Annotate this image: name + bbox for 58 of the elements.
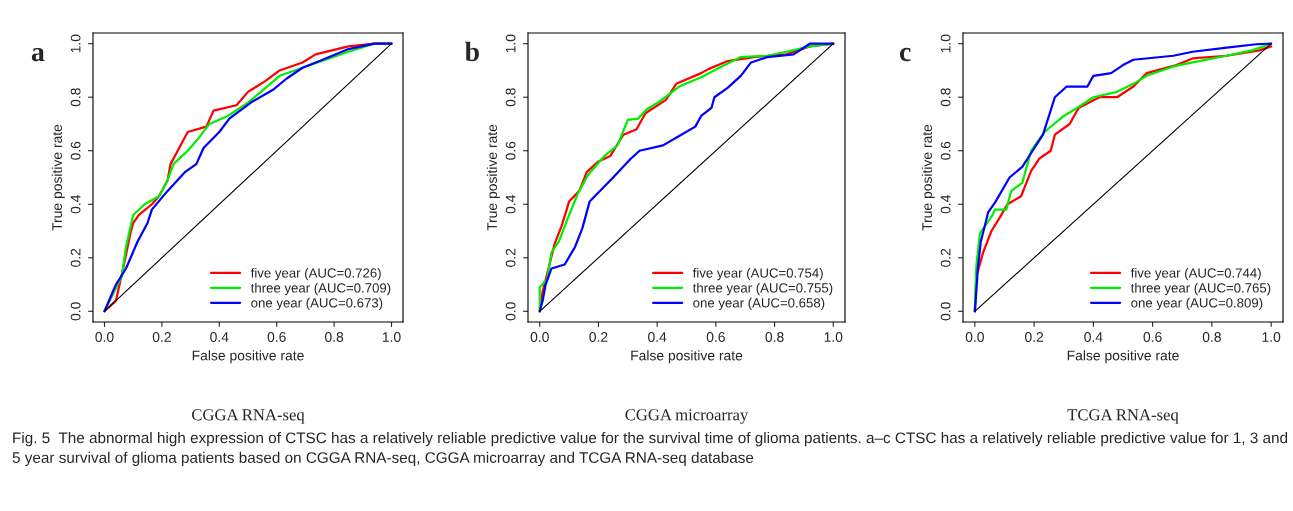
x-axis-title: False positive rate (631, 350, 743, 364)
legend-label: one year (AUC=0.809) (1131, 297, 1263, 311)
x-tick-label: 0.8 (765, 332, 784, 342)
y-tick-label: 0.4 (70, 195, 81, 214)
legend-label: three year (AUC=0.765) (1130, 282, 1271, 296)
x-tick-label: 1.0 (1262, 332, 1281, 342)
y-tick-label: 0.2 (505, 248, 516, 267)
caption: Fig. 5 The abnormal high expression of CTSC has a relatively reliable predictive value for the survival time of glioma patients. a–c CTSC has a relatively reliable predictive value for 1, 3 and 5 year survival of glioma patients based on CGGA RNA-seq, CGGA microarray and TCGA RNA-seq database (12, 432, 1288, 467)
legend-label: three year (AUC=0.755) (692, 282, 833, 296)
y-tick-label: 0.6 (940, 141, 951, 160)
x-tick-label: 0.8 (1202, 332, 1221, 342)
x-tick-label: 0.4 (1084, 332, 1103, 342)
y-tick-label: 1.0 (70, 34, 81, 53)
y-tick-label: 0.8 (505, 88, 516, 107)
y-tick-label: 0.2 (940, 248, 951, 267)
y-tick-label: 0.0 (70, 302, 81, 321)
x-tick-label: 0.6 (267, 332, 286, 342)
y-tick-label: 0.8 (940, 88, 951, 107)
x-tick-label: 0.0 (530, 332, 549, 342)
x-tick-label: 1.0 (824, 332, 843, 342)
legend-label: five year (AUC=0.726) (250, 267, 381, 281)
x-axis-title: False positive rate (1067, 350, 1179, 364)
x-tick-label: 0.2 (1025, 332, 1044, 342)
x-tick-label: 0.2 (152, 332, 171, 342)
text: CGGA microarray (625, 409, 749, 424)
y-tick-label: 1.0 (940, 34, 951, 53)
y-tick-label: 0.6 (505, 141, 516, 160)
legend-label: three year (AUC=0.709) (250, 282, 391, 296)
legend-label: five year (AUC=0.754) (692, 267, 823, 281)
y-tick-label: 0.2 (70, 248, 81, 267)
y-axis-title: True positive rate (921, 124, 935, 231)
y-tick-label: 0.0 (505, 302, 516, 321)
legend-label: one year (AUC=0.658) (693, 297, 825, 311)
chart-title: a (31, 47, 45, 62)
x-tick-label: 0.8 (325, 332, 344, 342)
y-tick-label: 0.8 (70, 88, 81, 107)
y-axis-title: True positive rate (51, 124, 65, 231)
x-tick-label: 0.0 (965, 332, 984, 342)
chart-title: c (899, 47, 911, 62)
x-tick-label: 0.6 (1143, 332, 1162, 342)
y-tick-label: 0.4 (940, 195, 951, 214)
x-tick-label: 0.4 (210, 332, 229, 342)
x-tick-label: 0.0 (95, 332, 114, 342)
x-tick-label: 1.0 (382, 332, 401, 342)
x-tick-label: 0.4 (648, 332, 667, 342)
text: CGGA RNA-seq (191, 409, 305, 424)
x-tick-label: 0.2 (589, 332, 608, 342)
y-tick-label: 0.4 (505, 195, 516, 214)
y-axis-title: True positive rate (486, 124, 500, 231)
legend-label: five year (AUC=0.744) (1130, 267, 1261, 281)
y-tick-label: 0.0 (940, 302, 951, 321)
chart-title: b (464, 41, 479, 62)
legend-label: one year (AUC=0.673) (251, 297, 383, 311)
text: TCGA RNA-seq (1067, 409, 1179, 424)
x-tick-label: 0.6 (706, 332, 725, 342)
y-tick-label: 0.6 (70, 141, 81, 160)
y-tick-label: 1.0 (505, 34, 516, 53)
x-axis-title: False positive rate (192, 350, 304, 364)
